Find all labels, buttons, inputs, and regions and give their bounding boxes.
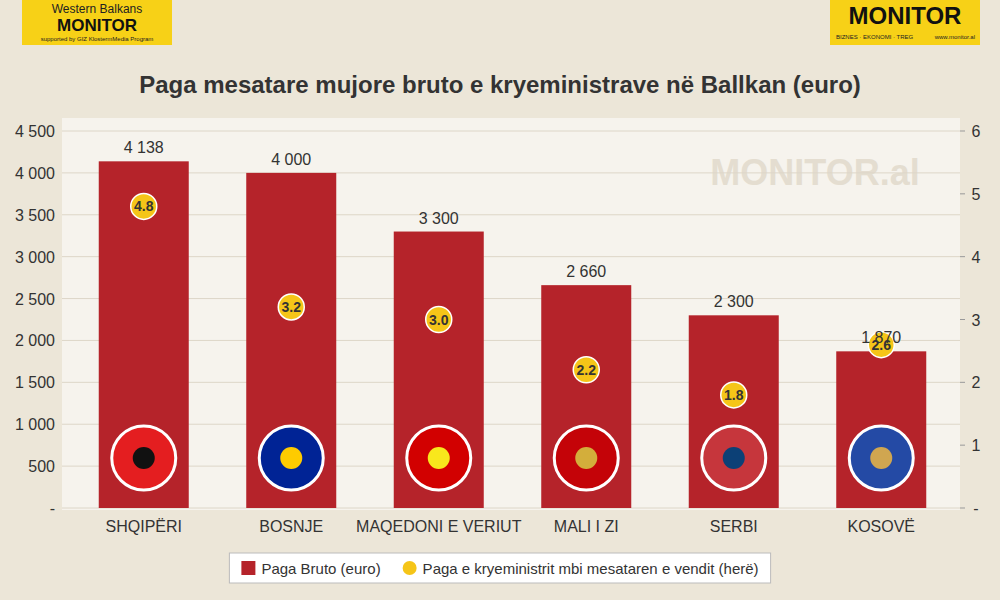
flag (112, 426, 176, 490)
y2-tick (960, 382, 965, 383)
plot-area (62, 118, 960, 510)
legend-item: Paga e kryeministrit mbi mesataren e ven… (403, 560, 759, 577)
grid-line (62, 298, 960, 299)
flag (702, 426, 766, 490)
bar (394, 232, 484, 508)
grid-line (62, 256, 960, 257)
bar-label: 4 000 (271, 151, 311, 168)
x-tick-label: KOSOVË (847, 518, 915, 535)
y-tick-label: 3 500 (15, 207, 55, 224)
grid-line (62, 508, 960, 509)
flag (849, 426, 913, 490)
y2-tick (960, 256, 965, 257)
x-tick-label: MAQEDONI E VERIUT (356, 518, 522, 535)
bar-label: 2 300 (714, 293, 754, 310)
x-tick-label: MALI I ZI (554, 518, 619, 535)
annotation: www.monitor.al (934, 34, 975, 40)
y2-tick-label: 6 (972, 123, 981, 140)
grid-line (62, 382, 960, 383)
x-tick-label: BOSNJE (259, 518, 323, 535)
y2-tick (960, 193, 965, 194)
annotation: MONITOR (57, 16, 137, 35)
flag-emblem (133, 447, 155, 469)
logo-box (830, 0, 980, 45)
flag (259, 426, 323, 490)
y2-tick (960, 445, 965, 446)
dot (721, 382, 747, 408)
y-tick-label: 1 500 (15, 374, 55, 391)
dot (278, 294, 304, 320)
annotation: MONITOR (849, 2, 962, 29)
grid-line (62, 172, 960, 173)
y-tick-label: 4 000 (15, 165, 55, 182)
chart: Western BalkansMONITORsupported by GIZ K… (0, 0, 1000, 600)
dot-label: 2.2 (577, 362, 597, 378)
x-tick-label: SERBI (710, 518, 758, 535)
grid-line (62, 340, 960, 341)
logo-box (22, 0, 172, 45)
background (0, 0, 1000, 600)
y-tick-label: 4 500 (15, 123, 55, 140)
legend-item: Paga Bruto (euro) (241, 560, 380, 577)
dot-label: 1.8 (724, 387, 744, 403)
annotation: supported by GIZ KlostermMedia Program (41, 36, 154, 42)
y2-tick (960, 131, 965, 132)
y2-tick-label: 1 (972, 437, 981, 454)
y-tick-label: 2 000 (15, 332, 55, 349)
bar-label: 4 138 (124, 139, 164, 156)
grid-line (62, 424, 960, 425)
logos: Western BalkansMONITORsupported by GIZ K… (22, 0, 980, 45)
y2-tick-label: 2 (972, 374, 981, 391)
dot (426, 307, 452, 333)
flag-emblem (723, 447, 745, 469)
legend-label: Paga Bruto (euro) (261, 560, 380, 577)
flag (407, 426, 471, 490)
y-tick-label: 1 000 (15, 416, 55, 433)
grid (62, 131, 960, 508)
legend-swatch (403, 561, 417, 575)
dot-label: 4.8 (134, 198, 154, 214)
bar (99, 161, 189, 508)
y-tick-label: 2 500 (15, 291, 55, 308)
dot-label: 3.2 (282, 299, 302, 315)
y2-tick-label: 3 (972, 312, 981, 329)
grid-line (62, 131, 960, 132)
flag-emblem (428, 447, 450, 469)
dot-label: 3.0 (429, 312, 449, 328)
grid-line (62, 214, 960, 215)
annotation: BIZNES · EKONOMI · TREG (836, 34, 914, 40)
y-tick-label: - (50, 500, 55, 517)
bar (246, 173, 336, 508)
legend-box (229, 553, 770, 583)
dot (573, 357, 599, 383)
grid-line (62, 466, 960, 467)
y2-tick-label: - (973, 500, 978, 517)
marks (99, 161, 927, 508)
dot (131, 193, 157, 219)
flag-emblem (575, 447, 597, 469)
annotation: Western Balkans (52, 2, 143, 16)
dot-label: 2.6 (872, 337, 892, 353)
title: Paga mesatare mujore bruto e kryeministr… (139, 71, 861, 98)
bar-label: 2 660 (566, 263, 606, 280)
bar (541, 285, 631, 508)
y-tick-label: 500 (28, 458, 55, 475)
y-tick-label: 3 000 (15, 249, 55, 266)
legend: Paga Bruto (euro) Paga e kryeministrit mb… (229, 553, 770, 583)
labels: 4 1384 0003 3002 6602 3001 8704.83.23.02… (124, 139, 902, 403)
bar-label: 3 300 (419, 210, 459, 227)
legend-swatch (241, 561, 255, 575)
bar (836, 351, 926, 508)
y2-tick (960, 508, 965, 509)
y2-tick-label: 5 (972, 186, 981, 203)
flag (554, 426, 618, 490)
y2-tick (960, 319, 965, 320)
x-tick-label: SHQIPËRI (106, 518, 182, 535)
flag-emblem (870, 447, 892, 469)
bar (689, 315, 779, 508)
legend-label: Paga e kryeministrit mbi mesataren e ven… (423, 560, 759, 577)
flag-emblem (280, 447, 302, 469)
y2-tick-label: 4 (972, 249, 981, 266)
